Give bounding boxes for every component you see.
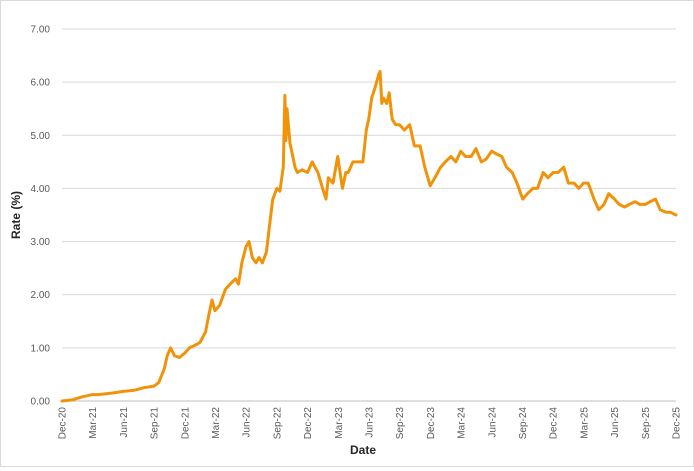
x-tick-label: Mar-24 <box>457 407 468 439</box>
x-axis-title: Date <box>350 443 376 457</box>
y-tick-label: 2.00 <box>31 290 51 301</box>
x-tick-label: Dec-23 <box>426 407 437 440</box>
y-tick-label: 1.00 <box>31 343 51 354</box>
x-tick-label: Dec-21 <box>180 407 191 440</box>
x-tick-label: Jun-25 <box>610 407 621 438</box>
x-tick-label: Sep-25 <box>641 407 652 440</box>
y-axis-ticks: 0.00 1.00 2.00 3.00 4.00 5.00 6.00 7.00 <box>31 25 51 408</box>
x-tick-label: Jun-22 <box>242 407 253 438</box>
x-tick-label: Mar-21 <box>88 407 99 439</box>
x-tick-label: Jun-23 <box>365 407 376 438</box>
x-tick-label: Dec-20 <box>58 407 69 440</box>
y-tick-label: 3.00 <box>31 237 51 248</box>
x-axis-ticks: Dec-20 Mar-21 Jun-21 Sep-21 Dec-21 Mar-22 Jun-… <box>58 407 683 440</box>
y-tick-label: 5.00 <box>31 131 51 142</box>
y-tick-label: 7.00 <box>31 25 51 36</box>
y-tick-label: 6.00 <box>31 78 51 89</box>
x-tick-label: Dec-25 <box>672 407 683 440</box>
x-tick-label: Sep-21 <box>150 407 161 440</box>
gridlines <box>62 28 676 402</box>
series-line-0 <box>60 70 678 403</box>
x-tick-label: Jun-24 <box>487 407 498 438</box>
x-tick-label: Dec-22 <box>303 407 314 440</box>
x-tick-label: Sep-23 <box>395 407 406 440</box>
x-tick-label: Mar-25 <box>579 407 590 439</box>
x-tick-label: Mar-22 <box>211 407 222 439</box>
x-tick-label: Sep-22 <box>272 407 283 440</box>
x-tick-label: Mar-23 <box>334 407 345 439</box>
x-tick-label: Dec-24 <box>549 407 560 440</box>
y-tick-label: 0.00 <box>31 397 51 408</box>
x-tick-label: Sep-24 <box>518 407 529 440</box>
x-tick-label: Jun-21 <box>119 407 130 438</box>
y-tick-label: 4.00 <box>31 184 51 195</box>
y-axis-title: Rate (%) <box>9 191 23 239</box>
series-group <box>60 70 678 403</box>
